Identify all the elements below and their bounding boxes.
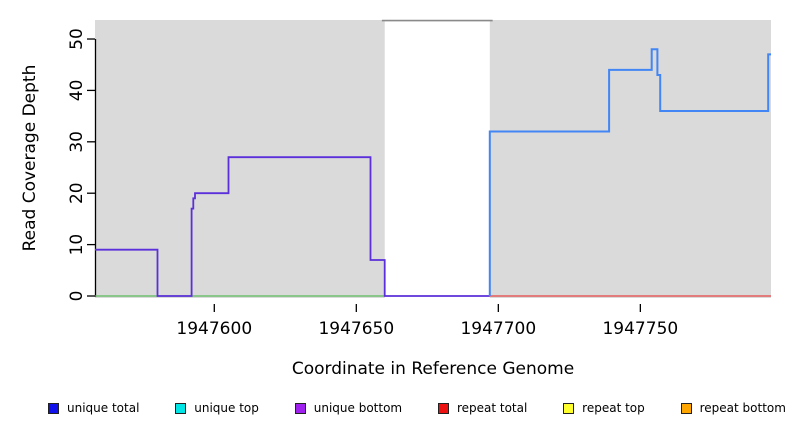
y-tick-label: 40 bbox=[67, 80, 87, 102]
y-tick-label: 0 bbox=[67, 291, 87, 302]
legend-swatch-icon bbox=[563, 402, 575, 414]
x-tick-label: 1947700 bbox=[460, 319, 536, 339]
legend: unique total unique top unique bottom repea… bbox=[48, 399, 786, 417]
legend-label: unique bottom bbox=[313, 401, 403, 415]
y-tick-label: 10 bbox=[67, 234, 87, 256]
series-unique-bottom bbox=[95, 156, 490, 297]
y-tick-label: 20 bbox=[67, 182, 87, 204]
x-tick-label: 1947750 bbox=[602, 319, 678, 339]
legend-label: repeat total bbox=[456, 401, 528, 415]
legend-item-repeat-top: repeat top bbox=[563, 401, 645, 415]
legend-label: repeat top bbox=[582, 401, 645, 415]
covered-region-right bbox=[489, 20, 771, 298]
legend-swatch-icon bbox=[437, 402, 449, 414]
legend-item-repeat-bottom: repeat bottom bbox=[680, 401, 786, 415]
legend-swatch-icon bbox=[48, 402, 59, 414]
legend-swatch-icon bbox=[680, 402, 692, 414]
legend-label: unique top bbox=[194, 401, 259, 415]
legend-item-unique-total: unique total bbox=[48, 401, 139, 415]
legend-label: repeat bottom bbox=[699, 401, 786, 415]
legend-item-unique-top: unique top bbox=[175, 401, 259, 415]
covered-region-left bbox=[95, 20, 385, 298]
y-tick-label: 50 bbox=[67, 28, 87, 50]
legend-label: unique total bbox=[67, 401, 140, 415]
legend-item-unique-bottom: unique bottom bbox=[294, 401, 403, 415]
y-tick-label: 30 bbox=[67, 131, 87, 153]
x-tick-label: 1947600 bbox=[176, 319, 252, 339]
x-axis-title: Coordinate in Reference Genome bbox=[291, 359, 575, 379]
y-axis-title: Read Coverage Depth bbox=[20, 64, 40, 252]
series-unique-total bbox=[488, 48, 771, 296]
x-tick-label: 1947650 bbox=[318, 319, 394, 339]
legend-swatch-icon bbox=[294, 402, 306, 414]
legend-item-repeat-total: repeat total bbox=[437, 401, 528, 415]
legend-swatch-icon bbox=[175, 402, 187, 414]
